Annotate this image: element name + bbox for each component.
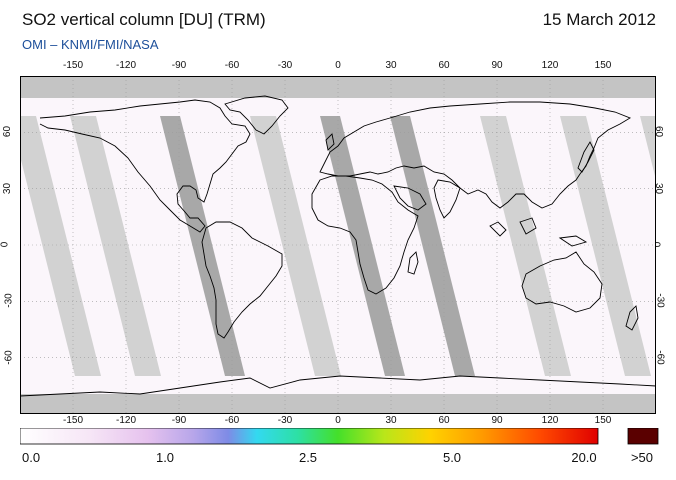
lon-tick-top: -30 [277, 60, 293, 71]
orbit-gap-band [320, 116, 405, 376]
coast-south-america [201, 221, 283, 339]
coast-india [433, 179, 461, 219]
colorbar-gradient [20, 428, 599, 445]
cb-label-3: 5.0 [442, 450, 462, 465]
lon-tick-top: 90 [491, 60, 503, 71]
orbit-gap-band [250, 116, 341, 376]
cb-label-0: 0.0 [22, 450, 41, 465]
lat-tick-left: -60 [3, 349, 15, 365]
lat-tick-left: 60 [2, 126, 14, 138]
lon-tick-top: 0 [335, 60, 341, 71]
so2-colorbar [20, 428, 659, 445]
coast-eurasia [319, 101, 632, 209]
coast-sumatra [489, 221, 507, 237]
orbit-gap-band [20, 116, 101, 376]
so2-world-map [20, 76, 656, 414]
coastlines [20, 95, 656, 397]
data-source-credit: OMI – KNMI/FMI/NASA [22, 37, 159, 52]
lon-tick-top: 60 [438, 60, 450, 71]
cb-label-1: 1.0 [155, 450, 175, 465]
lon-tick-bottom: -30 [277, 415, 293, 426]
lon-tick-bottom: -150 [62, 415, 84, 426]
orbit-gap-band [640, 116, 656, 180]
lon-tick-bottom: -60 [224, 415, 240, 426]
cb-label-5: >50 [630, 450, 654, 465]
coast-australia [521, 251, 603, 313]
lon-tick-bottom: -90 [171, 415, 187, 426]
orbit-gap-band [390, 116, 475, 376]
lat-tick-right: -30 [654, 293, 666, 309]
coast-africa [311, 175, 419, 295]
coast-madagascar [407, 251, 419, 275]
lon-tick-top: -150 [62, 60, 84, 71]
lon-tick-bottom: 90 [491, 415, 503, 426]
orbit-gap-band [560, 116, 651, 376]
coast-britain [325, 133, 335, 151]
lon-tick-top: -120 [115, 60, 137, 71]
coast-north-america [39, 99, 251, 233]
map-title: SO2 vertical column [DU] (TRM) [22, 10, 266, 29]
lat-tick-left: 30 [2, 182, 14, 194]
lon-tick-top: 150 [594, 60, 612, 71]
lat-tick-left: -30 [3, 293, 15, 309]
lon-tick-top: -60 [224, 60, 240, 71]
lat-tick-right: -60 [654, 349, 666, 365]
lon-tick-top: 120 [541, 60, 559, 71]
coast-new-guinea [558, 235, 588, 247]
coast-arabia [393, 185, 427, 211]
colorbar-overflow-swatch [627, 428, 659, 445]
lon-tick-bottom: -120 [115, 415, 137, 426]
lon-tick-top: 30 [385, 60, 397, 71]
lon-tick-bottom: 30 [385, 415, 397, 426]
polar-night-north [20, 76, 656, 98]
coast-new-zealand [625, 305, 639, 331]
orbit-gap-band [480, 116, 571, 376]
lon-tick-bottom: 60 [438, 415, 450, 426]
coast-japan [577, 141, 595, 173]
orbit-gaps [20, 116, 656, 376]
lon-tick-bottom: 120 [541, 415, 559, 426]
map-frame [20, 76, 656, 414]
lon-tick-top: -90 [171, 60, 187, 71]
orbit-gap-band [70, 116, 161, 376]
lon-tick-bottom: 150 [594, 415, 612, 426]
map-date: 15 March 2012 [542, 10, 656, 29]
coast-greenland [224, 95, 289, 135]
lat-tick-left: 0 [0, 241, 11, 248]
cb-label-4: 20.0 [571, 450, 597, 465]
coast-borneo [519, 217, 537, 235]
coast-antarctica [20, 375, 656, 397]
lon-tick-bottom: 0 [335, 415, 341, 426]
cb-label-2: 2.5 [298, 450, 318, 465]
